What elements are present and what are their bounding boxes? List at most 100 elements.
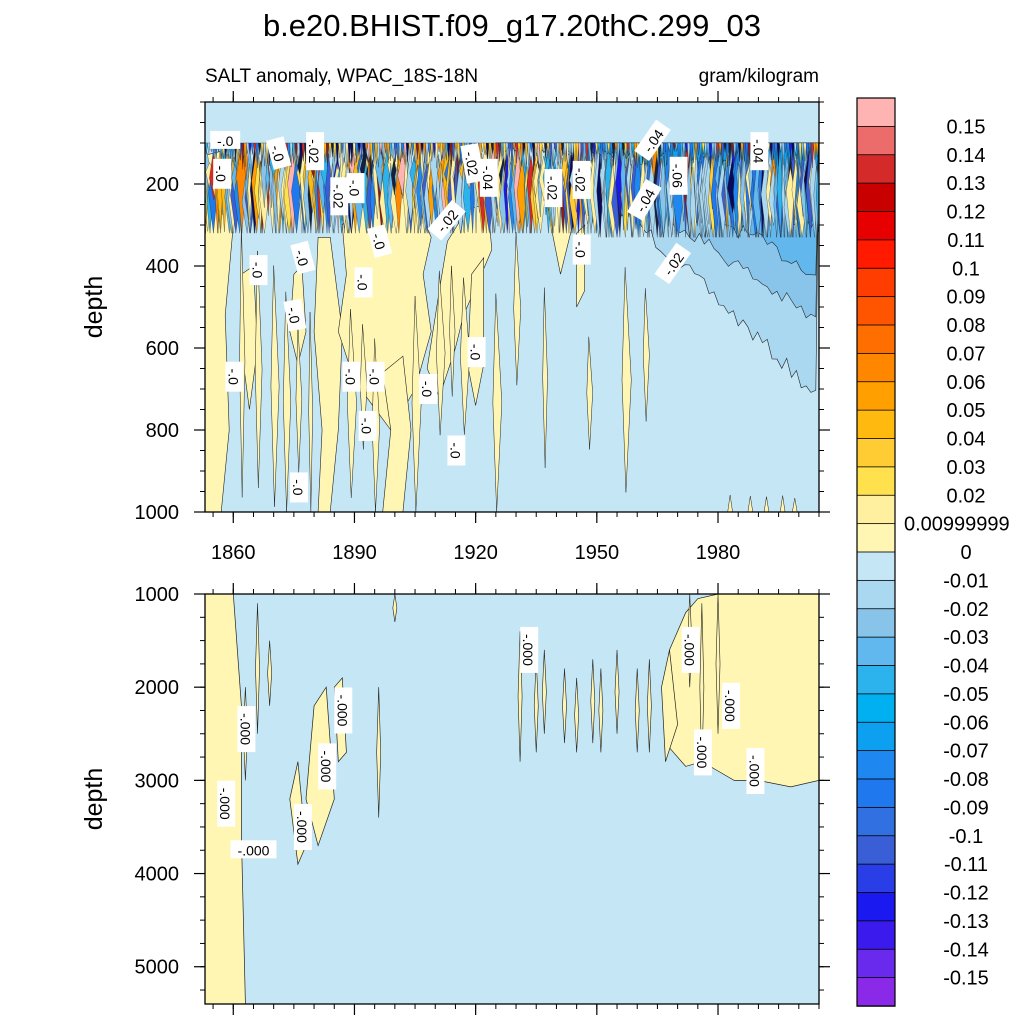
colorbar-level-label: 0.09: [947, 287, 986, 309]
colorbar-swatch: [856, 409, 896, 440]
bottom-panel-frame: [204, 593, 820, 1005]
surface-anomaly-streak: [323, 142, 327, 163]
contour-label: -.0: [346, 173, 365, 204]
positive-anomaly-spike: [239, 225, 246, 498]
surface-anomaly-streak: [390, 158, 398, 196]
surface-anomaly-streak: [813, 142, 817, 160]
bottom-panel: -.000 -.000 -.000 -.000 -.000 -.000 -.000 -.000…: [80, 583, 830, 1015]
colorbar-swatch: [856, 778, 896, 809]
contour-label-text: -.0: [342, 369, 358, 386]
surface-anomaly-streak: [597, 142, 601, 154]
surface-anomaly-streak: [556, 142, 560, 166]
contour-label-text: -.0: [468, 344, 484, 361]
contour-label-text: -.0: [225, 369, 241, 386]
surface-anomaly-streak: [393, 142, 398, 162]
contour-label-background: [693, 729, 712, 776]
surface-anomaly-streak: [493, 142, 497, 167]
surface-anomaly-streak: [529, 142, 533, 153]
surface-anomaly-streak: [628, 142, 633, 166]
contour-label-text: -.06: [670, 164, 686, 188]
contour-label-text: -.000: [318, 750, 334, 782]
surface-anomaly-streak: [599, 142, 604, 169]
surface-anomaly-streak: [580, 142, 584, 165]
contour-label: -.04: [750, 132, 769, 171]
surface-anomaly-streak: [260, 145, 268, 208]
colorbar-level-label: -0.07: [943, 741, 989, 763]
contour-label-background: [330, 177, 349, 216]
contour-label-text: -.0: [250, 262, 266, 279]
surface-anomaly-streak: [704, 142, 708, 158]
surface-anomaly-streak: [602, 142, 606, 161]
contour-label-text: -.02: [544, 176, 560, 200]
surface-anomaly-streak: [430, 142, 434, 162]
positive-anomaly-spike: [513, 232, 521, 386]
surface-anomaly-streak: [386, 142, 390, 164]
surface-anomaly-streak: [289, 142, 293, 167]
colorbar-swatch: [856, 665, 896, 695]
contour-label-background: [283, 298, 307, 332]
surface-anomaly-streak: [662, 142, 667, 167]
contour-label-background: [290, 240, 316, 275]
surface-anomaly-streak: [435, 142, 439, 169]
contour-label-text: -.000: [238, 842, 270, 858]
surface-anomaly-streak: [708, 142, 713, 169]
surface-anomaly-streak: [585, 142, 589, 167]
surface-anomaly-streak: [342, 142, 347, 163]
colorbar-swatch: [856, 381, 896, 411]
colorbar-level-label: -0.06: [943, 712, 989, 734]
positive-anomaly-spike: [614, 649, 620, 734]
surface-anomaly-streak: [207, 142, 211, 154]
contour-label-text: -.000: [294, 811, 310, 843]
surface-anomaly-streak: [263, 142, 267, 167]
surface-anomaly-streak: [425, 142, 429, 166]
contour-label-background: [627, 178, 662, 221]
positive-anomaly-spike: [590, 659, 596, 744]
surface-anomaly-streak: [745, 142, 749, 165]
surface-anomaly-streak: [582, 142, 587, 170]
contour-label: -.0: [367, 224, 393, 258]
surface-anomaly-streak: [517, 142, 521, 159]
surface-anomaly-streak: [352, 142, 356, 166]
colorbar-swatch: [856, 211, 896, 241]
surface-anomaly-streak: [539, 142, 543, 166]
contour-label-background: [750, 132, 769, 171]
surface-anomaly-streak: [422, 142, 427, 163]
surface-anomaly-streak: [410, 142, 415, 156]
surface-anomaly-streak: [396, 142, 400, 160]
surface-anomaly-streak: [246, 142, 250, 154]
contour-label-text: -.0: [347, 180, 363, 197]
y-tick-label: 600: [146, 338, 179, 360]
contour-label-background: [354, 267, 373, 298]
surface-anomaly-streak: [798, 142, 802, 169]
surface-anomaly-streak: [384, 142, 388, 153]
surface-anomaly-streak: [779, 142, 783, 153]
surface-anomaly-streak: [265, 158, 270, 199]
positive-anomaly-spike: [634, 668, 640, 753]
colorbar-level-label: -0.03: [943, 627, 989, 649]
contour-label: -.0: [354, 267, 373, 298]
contour-label: -.0: [342, 361, 361, 392]
surface-anomaly-streak: [740, 142, 744, 160]
surface-anomaly-streak: [454, 142, 458, 153]
surface-anomaly-streak: [534, 142, 538, 157]
colorbar-swatch: [856, 296, 896, 326]
surface-anomaly-streak: [374, 142, 378, 165]
colorbar-level-label: 0.04: [947, 429, 986, 451]
surface-anomaly-streak: [381, 142, 385, 162]
colorbar-level-label: -0.11: [944, 854, 988, 876]
contour-label: -.0: [266, 136, 292, 170]
surface-anomaly-streak: [679, 142, 684, 168]
contour-label-text: -.000: [334, 695, 350, 727]
contour-label: -.0: [366, 361, 385, 392]
contour-label-background: [460, 143, 485, 184]
positive-anomaly-spike: [715, 594, 721, 734]
surface-anomaly-streak: [490, 142, 494, 154]
surface-anomaly-streak: [406, 142, 410, 163]
x-tick-label: 1890: [332, 542, 377, 564]
surface-anomaly-streak: [340, 142, 344, 154]
surface-anomaly-streak: [607, 142, 611, 154]
positive-anomaly-spike: [779, 495, 786, 512]
surface-anomaly-streak: [485, 142, 490, 163]
contour-label-background: [358, 410, 377, 441]
contour-label-background: [249, 255, 268, 286]
